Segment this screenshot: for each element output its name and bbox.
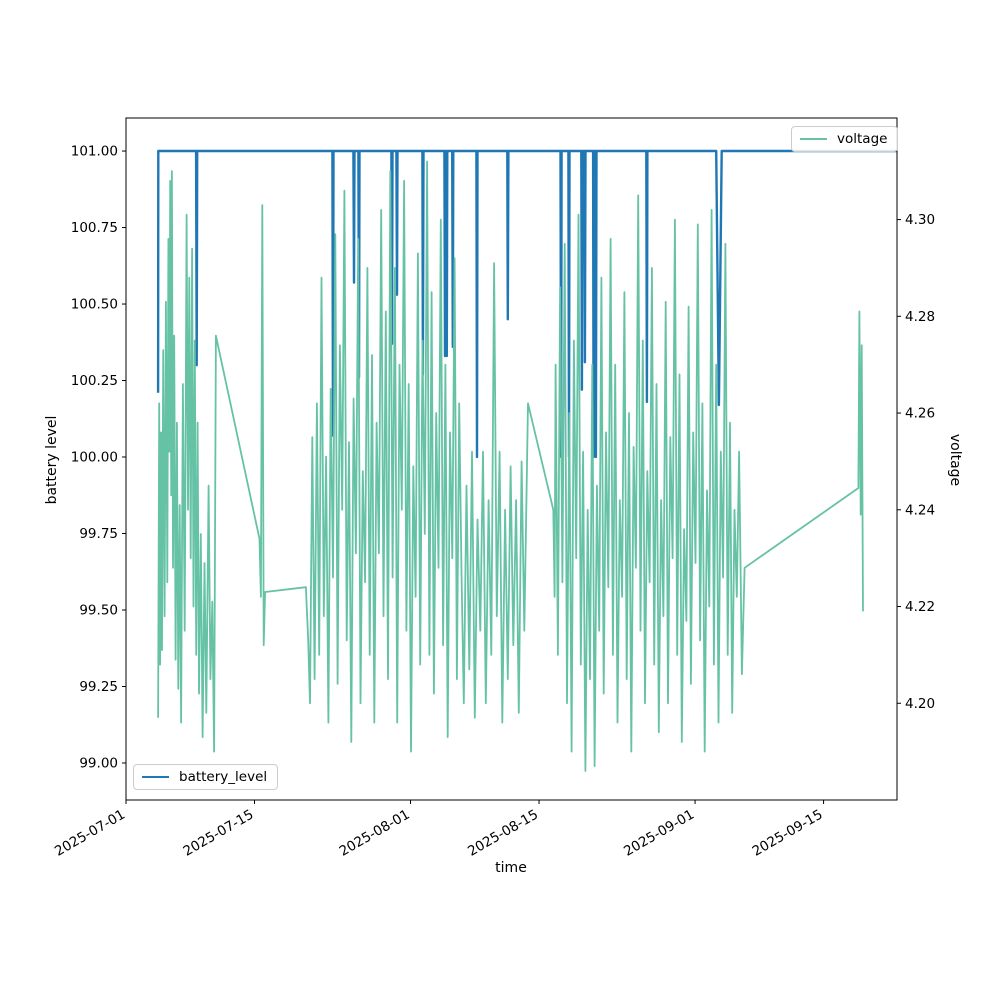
battery-line-sample bbox=[142, 776, 169, 778]
series-line-battery_level bbox=[156, 149, 897, 459]
legend-voltage: voltage bbox=[791, 126, 899, 152]
y-left-tick-label: 100.75 bbox=[71, 220, 118, 236]
x-tick-label: 2025-07-01 bbox=[52, 807, 128, 860]
legend-battery-label: battery_level bbox=[179, 769, 268, 785]
y-right-tick-label: 4.28 bbox=[905, 309, 935, 325]
x-tick-label: 2025-09-01 bbox=[621, 807, 697, 860]
y-right-tick-label: 4.20 bbox=[905, 696, 935, 712]
y-axis-left-title: battery level bbox=[44, 416, 60, 505]
plot-frame bbox=[125, 117, 898, 801]
legend-voltage-label: voltage bbox=[837, 131, 888, 147]
y-left-tick-label: 100.50 bbox=[71, 297, 118, 313]
x-tick-label: 2025-09-15 bbox=[750, 807, 826, 860]
y-left-tick-label: 101.00 bbox=[71, 144, 118, 160]
y-axis-right-title: voltage bbox=[947, 434, 963, 486]
series-layer bbox=[156, 149, 897, 772]
y-right-tick-label: 4.26 bbox=[905, 406, 935, 422]
y-left-tick-label: 99.50 bbox=[79, 602, 118, 618]
x-tick-label: 2025-07-15 bbox=[181, 807, 257, 860]
y-right-tick-label: 4.30 bbox=[905, 212, 935, 228]
series-line-voltage bbox=[157, 160, 864, 772]
x-axis-title: time bbox=[495, 860, 527, 876]
legend-battery-level: battery_level bbox=[133, 764, 279, 790]
y-left-tick-label: 99.25 bbox=[79, 679, 118, 695]
y-left-tick-label: 99.00 bbox=[79, 755, 118, 771]
y-right-tick-label: 4.24 bbox=[905, 502, 935, 518]
y-right-tick-label: 4.22 bbox=[905, 599, 935, 615]
voltage-line-sample bbox=[800, 138, 827, 140]
x-tick-label: 2025-08-01 bbox=[337, 807, 413, 860]
y-left-tick-label: 99.75 bbox=[79, 526, 118, 542]
x-tick-label: 2025-08-15 bbox=[465, 807, 541, 860]
y-left-tick-label: 100.25 bbox=[71, 373, 118, 389]
y-left-tick-label: 100.00 bbox=[71, 450, 118, 466]
